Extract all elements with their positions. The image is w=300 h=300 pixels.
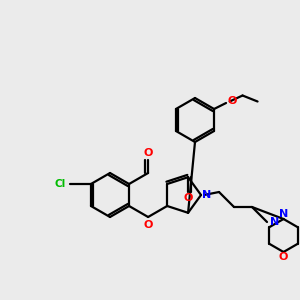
Text: N: N (270, 217, 279, 227)
Text: Cl: Cl (55, 179, 66, 189)
Text: O: O (183, 193, 193, 203)
Text: N: N (202, 190, 211, 200)
Text: O: O (279, 252, 288, 262)
Text: O: O (143, 148, 153, 158)
Text: O: O (228, 97, 237, 106)
Text: N: N (279, 208, 288, 219)
Text: O: O (143, 220, 153, 230)
